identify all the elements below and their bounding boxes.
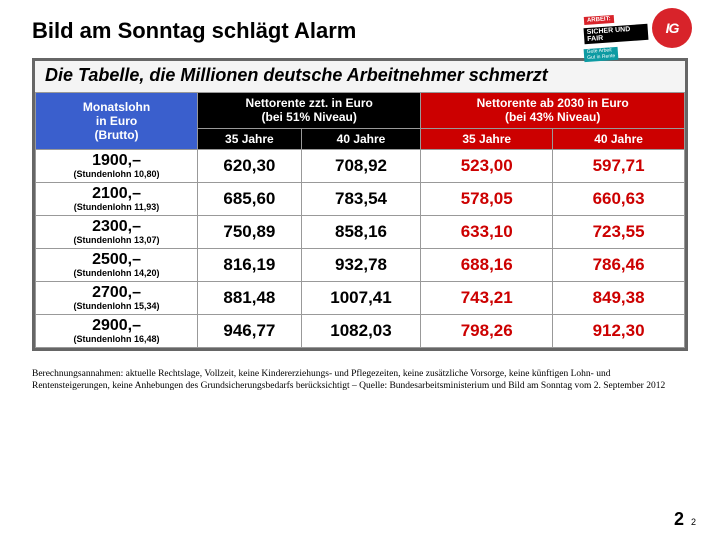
cell-now-40: 1082,03 bbox=[301, 315, 421, 348]
cell-salary: 2100,–(Stundenlohn 11,93) bbox=[36, 183, 198, 216]
cell-2030-35: 798,26 bbox=[421, 315, 553, 348]
th-now-35: 35 Jahre bbox=[198, 128, 302, 149]
cell-salary: 2700,–(Stundenlohn 15,34) bbox=[36, 282, 198, 315]
cell-now-40: 783,54 bbox=[301, 183, 421, 216]
th-2030-35: 35 Jahre bbox=[421, 128, 553, 149]
cell-2030-40: 912,30 bbox=[553, 315, 685, 348]
th-now: Nettorente zzt. in Euro (bei 51% Niveau) bbox=[198, 93, 421, 129]
page-number: 2 bbox=[674, 509, 684, 530]
cell-2030-35: 523,00 bbox=[421, 150, 553, 183]
cell-now-40: 708,92 bbox=[301, 150, 421, 183]
ig-metall-logo: IG bbox=[652, 8, 692, 48]
cell-now-35: 750,89 bbox=[198, 216, 302, 249]
cell-2030-40: 660,63 bbox=[553, 183, 685, 216]
cell-now-40: 932,78 bbox=[301, 249, 421, 282]
table-row: 2700,–(Stundenlohn 15,34)881,481007,4174… bbox=[36, 282, 685, 315]
cell-now-35: 946,77 bbox=[198, 315, 302, 348]
table-row: 2500,–(Stundenlohn 14,20)816,19932,78688… bbox=[36, 249, 685, 282]
table-body: 1900,–(Stundenlohn 10,80)620,30708,92523… bbox=[36, 150, 685, 348]
pension-table: Monatslohn in Euro (Brutto) Nettorente z… bbox=[35, 92, 685, 348]
cell-2030-40: 849,38 bbox=[553, 282, 685, 315]
cell-2030-35: 578,05 bbox=[421, 183, 553, 216]
cell-now-40: 858,16 bbox=[301, 216, 421, 249]
table-row: 2300,–(Stundenlohn 13,07)750,89858,16633… bbox=[36, 216, 685, 249]
logo-strip-1: ARBEIT: bbox=[584, 15, 614, 25]
cell-salary: 2900,–(Stundenlohn 16,48) bbox=[36, 315, 198, 348]
cell-now-35: 685,60 bbox=[198, 183, 302, 216]
cell-now-35: 620,30 bbox=[198, 150, 302, 183]
cell-now-40: 1007,41 bbox=[301, 282, 421, 315]
logo-strip-2: SICHER UND FAIR bbox=[584, 24, 649, 44]
table-row: 1900,–(Stundenlohn 10,80)620,30708,92523… bbox=[36, 150, 685, 183]
table-row: 2100,–(Stundenlohn 11,93)685,60783,54578… bbox=[36, 183, 685, 216]
cell-2030-35: 743,21 bbox=[421, 282, 553, 315]
th-2030-40: 40 Jahre bbox=[553, 128, 685, 149]
cell-salary: 2300,–(Stundenlohn 13,07) bbox=[36, 216, 198, 249]
table-header-row-1: Monatslohn in Euro (Brutto) Nettorente z… bbox=[36, 93, 685, 129]
page-number-small: 2 bbox=[691, 517, 696, 527]
th-salary: Monatslohn in Euro (Brutto) bbox=[36, 93, 198, 150]
cell-2030-35: 633,10 bbox=[421, 216, 553, 249]
cell-2030-35: 688,16 bbox=[421, 249, 553, 282]
footnote: Berechnungsannahmen: aktuelle Rechtslage… bbox=[32, 369, 688, 393]
cell-2030-40: 723,55 bbox=[553, 216, 685, 249]
th-2030: Nettorente ab 2030 in Euro (bei 43% Nive… bbox=[421, 93, 685, 129]
cell-now-35: 816,19 bbox=[198, 249, 302, 282]
cell-2030-40: 597,71 bbox=[553, 150, 685, 183]
cell-2030-40: 786,46 bbox=[553, 249, 685, 282]
table-container: Die Tabelle, die Millionen deutsche Arbe… bbox=[32, 58, 688, 351]
logo-group: ARBEIT: SICHER UND FAIR Gute Arbeit Gut … bbox=[584, 8, 692, 48]
logo-strip-3: Gute Arbeit Gut in Rente bbox=[584, 46, 619, 61]
th-now-40: 40 Jahre bbox=[301, 128, 421, 149]
cell-salary: 2500,–(Stundenlohn 14,20) bbox=[36, 249, 198, 282]
cell-now-35: 881,48 bbox=[198, 282, 302, 315]
cell-salary: 1900,–(Stundenlohn 10,80) bbox=[36, 150, 198, 183]
table-row: 2900,–(Stundenlohn 16,48)946,771082,0379… bbox=[36, 315, 685, 348]
table-headline: Die Tabelle, die Millionen deutsche Arbe… bbox=[35, 61, 685, 92]
sicher-und-fair-logo: ARBEIT: SICHER UND FAIR Gute Arbeit Gut … bbox=[584, 8, 648, 48]
